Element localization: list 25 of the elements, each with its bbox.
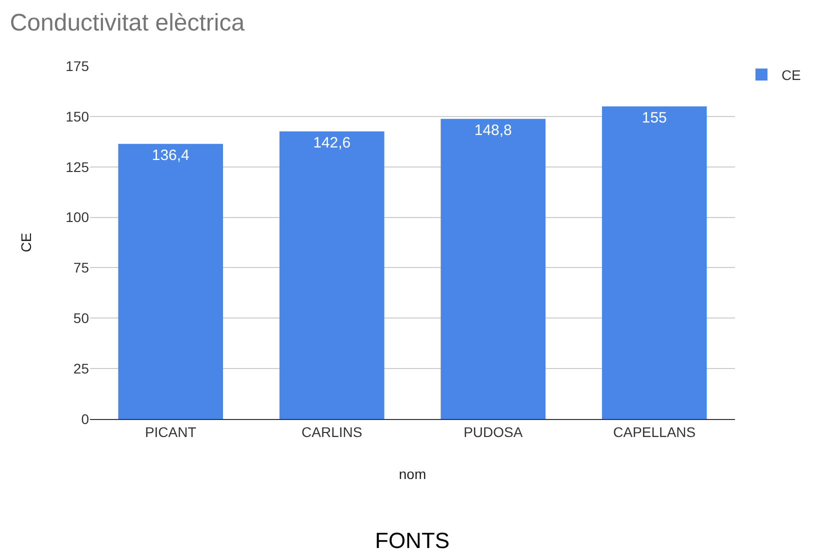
x-tick-label: PUDOSA (464, 424, 524, 440)
y-tick-label: 100 (66, 209, 90, 226)
x-tick-label: CARLINS (302, 424, 362, 440)
y-tick-label: 75 (73, 260, 90, 276)
text: FONTS (375, 528, 450, 553)
x-tick-label: CAPELLANS (613, 424, 696, 440)
x-axis-title: nom (398, 466, 426, 482)
chart-title: Conductivitat elèctrica (10, 10, 246, 37)
y-tick-label: 25 (73, 360, 90, 376)
y-tick-label: 125 (66, 158, 90, 175)
data-label: 142,6 (313, 134, 351, 152)
y-axis-title: CE (18, 232, 34, 252)
data-label: 136,4 (152, 146, 190, 164)
y-tick-label: 150 (66, 108, 90, 124)
y-tick-label: 0 (81, 410, 90, 427)
y-tick-label: 50 (73, 310, 90, 326)
x-tick-label: PICANT (144, 424, 197, 440)
bar (279, 131, 384, 419)
data-label: 155 (642, 109, 667, 126)
data-label: 148,8 (474, 122, 512, 139)
legend-label: CE (781, 67, 801, 83)
y-tick-label: 175 (66, 58, 90, 74)
bar (440, 118, 546, 419)
bar (118, 144, 224, 419)
bar (602, 106, 707, 419)
